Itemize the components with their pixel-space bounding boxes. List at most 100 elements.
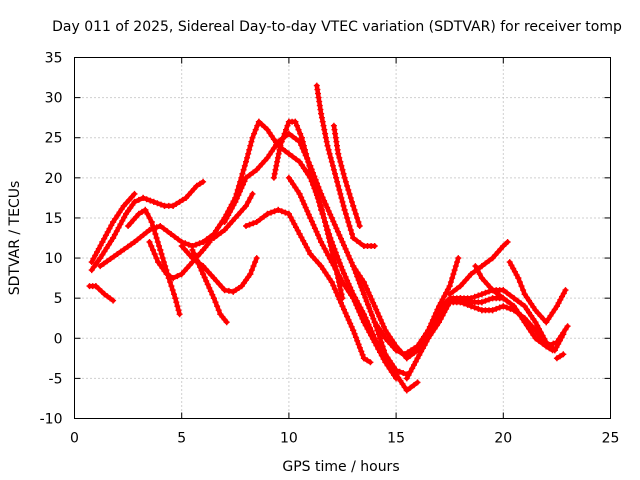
data-point <box>373 306 380 313</box>
data-point <box>555 300 562 306</box>
data-point <box>293 136 299 143</box>
data-point <box>330 262 337 269</box>
data-point <box>330 218 337 225</box>
data-point <box>453 285 460 292</box>
data-point <box>378 328 385 335</box>
data-point <box>454 259 461 266</box>
data-point <box>373 322 380 329</box>
data-point <box>355 219 362 225</box>
data-point <box>172 295 179 302</box>
data-point <box>335 272 342 279</box>
data-point <box>302 146 308 153</box>
data-point <box>429 324 436 331</box>
data-point <box>310 221 317 228</box>
data-point <box>336 296 343 303</box>
data-point <box>322 130 329 137</box>
data-point <box>307 166 314 173</box>
data-point <box>536 333 543 340</box>
data-point <box>266 129 273 136</box>
data-point <box>403 375 410 382</box>
data-point <box>523 306 530 313</box>
data-point <box>380 332 387 339</box>
data-point <box>562 287 569 294</box>
data-point <box>518 300 525 307</box>
data-point <box>338 299 344 306</box>
data-point <box>147 197 154 204</box>
data-point <box>334 269 341 276</box>
data-point <box>163 267 170 274</box>
data-point <box>330 282 337 289</box>
data-point <box>360 319 367 326</box>
data-point <box>514 297 521 304</box>
data-point <box>225 287 232 294</box>
data-point <box>228 205 235 212</box>
data-point <box>503 304 510 311</box>
data-point <box>534 322 541 329</box>
data-point <box>243 223 249 229</box>
data-point <box>507 292 514 299</box>
data-point <box>299 197 306 204</box>
data-point <box>324 272 331 279</box>
data-point <box>341 306 347 313</box>
data-point <box>226 208 233 215</box>
data-point <box>553 303 560 310</box>
data-point <box>329 162 336 169</box>
data-point <box>153 255 160 262</box>
data-point <box>333 225 340 232</box>
data-point <box>223 319 230 326</box>
data-point <box>289 153 296 160</box>
data-point <box>557 296 564 303</box>
data-point <box>321 245 328 252</box>
data-point <box>360 355 367 362</box>
data-point <box>359 287 366 294</box>
data-point <box>101 235 108 242</box>
data-point <box>342 178 349 185</box>
data-point <box>344 277 351 284</box>
data-point <box>338 162 345 169</box>
data-point <box>240 166 247 173</box>
data-point <box>411 362 417 368</box>
data-point <box>214 303 221 310</box>
data-point <box>364 325 371 332</box>
data-point <box>285 150 292 157</box>
y-tick-label: 0 <box>54 331 63 347</box>
data-point <box>347 227 354 233</box>
data-point <box>314 194 321 201</box>
data-point <box>476 271 483 278</box>
data-point <box>244 154 251 161</box>
data-point <box>103 245 110 251</box>
data-point <box>289 217 296 224</box>
data-point <box>341 206 348 213</box>
data-point <box>186 252 193 258</box>
data-point <box>151 227 158 233</box>
data-point <box>128 241 135 248</box>
data-point <box>318 263 325 270</box>
data-point <box>352 266 359 273</box>
data-point <box>99 239 106 245</box>
series-arc-20 <box>446 239 511 298</box>
data-point <box>332 249 339 256</box>
data-point <box>221 287 228 294</box>
data-point <box>302 204 309 211</box>
data-point <box>358 284 365 291</box>
data-point <box>221 219 228 225</box>
data-point <box>350 235 357 241</box>
data-point <box>414 379 421 386</box>
data-point <box>444 286 451 293</box>
data-point <box>436 315 442 322</box>
data-point <box>440 308 447 315</box>
y-tick-label: 35 <box>45 51 63 67</box>
data-point <box>322 269 329 276</box>
data-point <box>181 246 188 252</box>
data-point <box>241 178 248 185</box>
data-point <box>318 110 325 117</box>
data-point <box>408 347 415 354</box>
data-point <box>334 228 341 235</box>
data-point <box>475 305 482 312</box>
data-point <box>330 166 337 173</box>
data-point <box>380 356 387 362</box>
axis-ticks <box>74 57 611 419</box>
data-point <box>475 292 482 299</box>
data-point <box>305 211 312 218</box>
data-point <box>354 269 361 276</box>
